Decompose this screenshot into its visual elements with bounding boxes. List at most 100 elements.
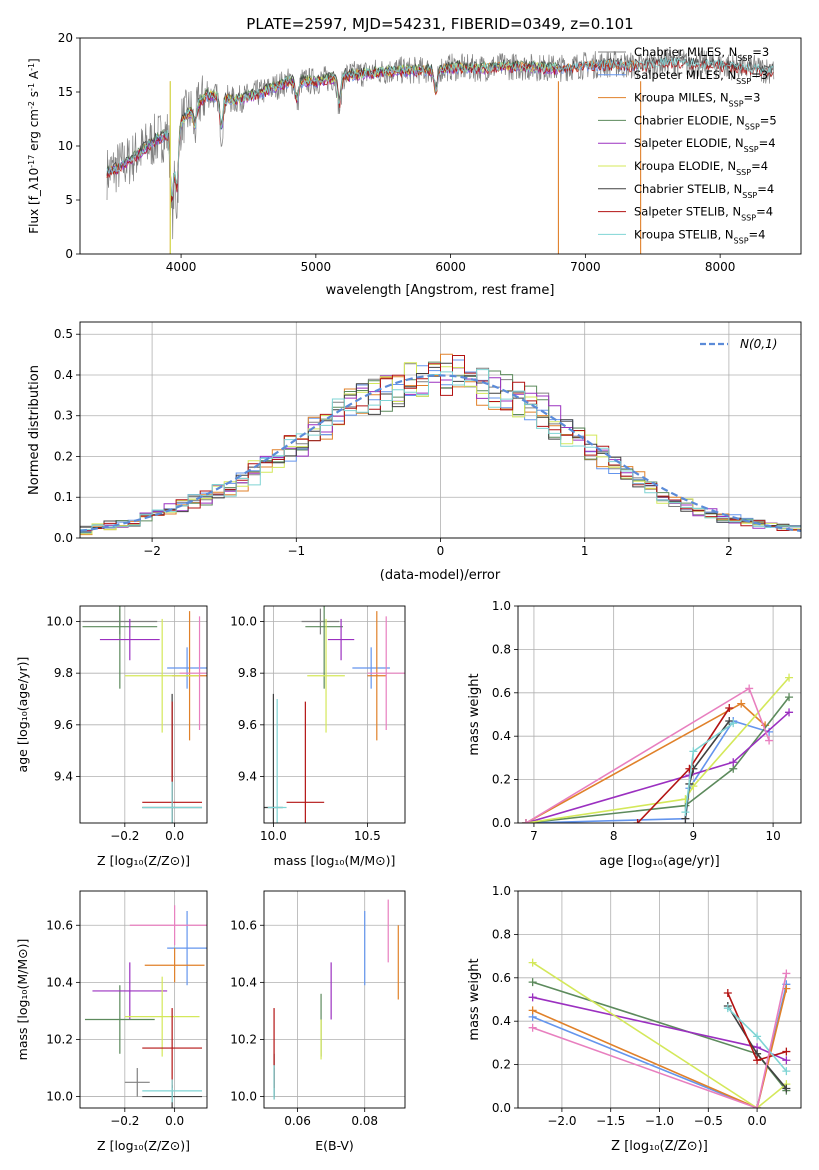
y-tick-label: 10.0: [230, 1090, 257, 1104]
residual-legend: N(0,1): [700, 337, 777, 351]
weight-marker: [528, 993, 537, 1002]
legend-label: Chabrier MILES, NSSP=3: [634, 45, 769, 63]
y-tick-label: 20: [58, 31, 73, 45]
y-tick-label: 5: [65, 193, 73, 207]
age-vs-Z-axes: −0.2 0.0 9.4 9.6 9.8 10.0: [46, 606, 207, 843]
weight-line: [532, 988, 788, 1108]
spectrum-ylabel: Flux [f_λ10-17 erg cm-2 s-1 A-1]: [27, 58, 42, 234]
weight-marker: [521, 819, 530, 823]
mass-weight-vs-Z-axes: −2.0 −1.5 −1.0 −0.5 0.0 0.0 0.2 0.4 0.6 0.8 1.0: [492, 884, 801, 1128]
y-tick-label: 9.6: [54, 718, 73, 732]
y-tick-label: 10.4: [230, 975, 257, 989]
weight-marker: [782, 969, 791, 978]
y-tick-label: 9.4: [238, 770, 257, 784]
mass-weight-vs-age-axes: 7 8 9 10 0.0 0.2 0.4 0.6 0.8 1.0: [492, 599, 801, 843]
normal-curve: [80, 374, 801, 532]
age-vs-Z-frame: [79, 605, 208, 824]
x-tick-label: −2.0: [547, 1114, 576, 1128]
y-tick-label: 10.6: [230, 918, 257, 932]
legend-label: N(0,1): [740, 337, 777, 351]
y-tick-label: 0.8: [492, 642, 511, 656]
mass-vs-Z-frame: [79, 890, 208, 1109]
x-tick-label: 0.0: [165, 1114, 184, 1128]
y-tick-label: 1.0: [492, 884, 511, 898]
mass-weight-vs-Z-frame: [517, 890, 802, 1109]
x-tick-label: −2: [143, 544, 161, 558]
y-tick-label: 9.6: [238, 718, 257, 732]
weight-marker: [753, 1056, 762, 1065]
weight-marker: [782, 1056, 791, 1065]
weight-marker: [782, 1067, 791, 1076]
mass-weight-vs-age-ylabel: mass weight: [467, 673, 482, 755]
age-vs-mass-points: [264, 606, 405, 823]
weight-marker: [723, 988, 732, 997]
mass-vs-ebv-axes: 0.06 0.08 10.0 10.2 10.4 10.6: [230, 891, 405, 1128]
x-tick-label: 6000: [435, 260, 466, 274]
spectrum-legend: Chabrier MILES, NSSP=3 Salpeter MILES, NS…: [598, 45, 777, 245]
weight-marker: [528, 1006, 537, 1015]
x-tick-label: 10: [765, 829, 780, 843]
weight-line: [525, 696, 790, 823]
age-vs-mass-xlabel: mass [log₁₀(M/M⊙)]: [274, 853, 396, 868]
weight-marker: [729, 758, 738, 767]
weight-marker: [785, 673, 794, 682]
mass-vs-ebv-frame: [263, 890, 406, 1109]
x-tick-label: 8000: [705, 260, 736, 274]
age-vs-mass-frame: [263, 605, 406, 824]
x-tick-label: 0.08: [351, 1114, 378, 1128]
y-tick-label: 0.4: [54, 368, 73, 382]
weight-marker: [725, 703, 734, 712]
y-tick-label: 0.4: [492, 1014, 511, 1028]
weight-marker: [689, 747, 698, 756]
x-tick-label: 8: [610, 829, 618, 843]
x-tick-label: 0: [437, 544, 445, 558]
x-tick-label: 4000: [166, 260, 197, 274]
weight-marker: [782, 1084, 791, 1093]
legend-label: Salpeter STELIB, NSSP=4: [634, 205, 773, 223]
weight-marker: [528, 1023, 537, 1032]
mass-vs-Z-points: [84, 905, 207, 1108]
y-tick-label: 9.4: [54, 770, 73, 784]
spectrum-data-line: [106, 48, 775, 240]
y-tick-label: 10.0: [230, 615, 257, 629]
x-tick-label: 5000: [301, 260, 332, 274]
residuals-axes: −2 −1 0 1 2 0.0 0.1 0.2 0.3 0.4 0.5: [54, 322, 801, 558]
y-tick-label: 0.2: [54, 449, 73, 463]
y-tick-label: 10.0: [46, 1090, 73, 1104]
age-vs-Z-xlabel: Z [log₁₀(Z/Z⊙)]: [97, 853, 190, 868]
mass-vs-ebv-xlabel: E(B-V): [315, 1138, 354, 1153]
weight-marker: [685, 764, 694, 773]
y-tick-label: 0.2: [492, 1058, 511, 1072]
weight-line: [525, 711, 790, 823]
residual-histogram: [80, 369, 801, 538]
y-tick-label: 0.0: [492, 1101, 511, 1115]
residual-ylabel: Normed distribution: [27, 365, 42, 495]
y-tick-label: 0.0: [54, 531, 73, 545]
weight-marker: [633, 819, 642, 823]
x-tick-label: 10.0: [260, 829, 287, 843]
spectrum-model-line: [106, 56, 774, 197]
spectrum-frame: [79, 37, 802, 255]
y-tick-label: 0.2: [492, 773, 511, 787]
y-tick-label: 10: [58, 139, 73, 153]
x-tick-label: −1.0: [645, 1114, 674, 1128]
weight-marker: [785, 708, 794, 717]
x-tick-label: 7000: [570, 260, 601, 274]
weight-marker: [782, 1047, 791, 1056]
y-tick-label: 0.0: [492, 816, 511, 830]
weight-marker: [729, 719, 738, 728]
y-tick-label: 10.0: [46, 615, 73, 629]
weight-marker: [528, 978, 537, 987]
x-tick-label: −1: [287, 544, 305, 558]
mass-weight-vs-age-frame: [517, 605, 802, 824]
age-vs-mass-axes: 10.0 10.5 9.4 9.6 9.8 10.0: [230, 606, 405, 843]
x-tick-label: 7: [530, 829, 538, 843]
mass-vs-ebv-points: [273, 899, 399, 1100]
x-tick-label: 0.0: [748, 1114, 767, 1128]
mass-vs-Z-xlabel: Z [log₁₀(Z/Z⊙)]: [97, 1138, 190, 1153]
mass-weight-vs-age-xlabel: age [log₁₀(age/yr)]: [599, 854, 720, 869]
legend-label: Kroupa ELODIE, NSSP=4: [634, 159, 768, 177]
mass-weight-vs-Z-ylabel: mass weight: [467, 958, 482, 1040]
